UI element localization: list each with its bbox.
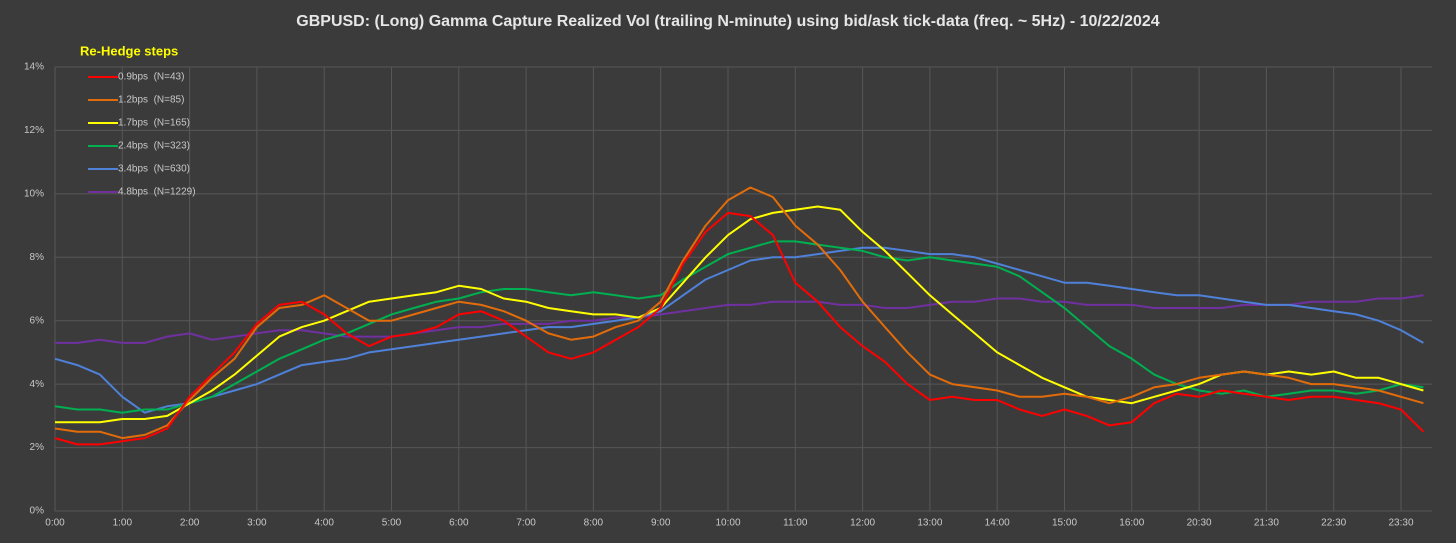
series-line bbox=[54, 186, 1424, 440]
lines bbox=[54, 186, 1425, 446]
grid: 0% 2% 4% 6% 8% 10% 12% 14% 0:00 1:00 2:00 3:00 4:00 5… bbox=[24, 62, 1432, 529]
x-tick-label: 3:00 bbox=[247, 518, 267, 529]
x-tick-label: 7:00 bbox=[516, 518, 536, 529]
y-tick-label: 12% bbox=[24, 125, 44, 136]
series-line bbox=[55, 294, 1424, 344]
x-tick-label: 12:00 bbox=[850, 518, 875, 529]
x-tick-label: 13:00 bbox=[917, 518, 942, 529]
legend: Re-Hedge steps 0.9bps (N=43) 1.2bps (N=85… bbox=[80, 43, 196, 197]
y-tick-label: 6% bbox=[30, 315, 45, 326]
x-tick-label: 8:00 bbox=[584, 518, 604, 529]
x-tick-label: 5:00 bbox=[382, 518, 402, 529]
legend-label: 3.4bps (N=630) bbox=[118, 164, 190, 175]
x-tick-label: 20:30 bbox=[1187, 518, 1212, 529]
x-tick-label: 22:30 bbox=[1321, 518, 1346, 529]
x-tick-label: 1:00 bbox=[113, 518, 133, 529]
x-tick-label: 21:30 bbox=[1254, 518, 1279, 529]
y-tick-label: 14% bbox=[24, 62, 44, 73]
y-tick-label: 0% bbox=[30, 506, 45, 517]
legend-label: 0.9bps (N=43) bbox=[118, 72, 184, 83]
series-line bbox=[54, 240, 1424, 414]
x-tick-label: 16:00 bbox=[1119, 518, 1144, 529]
x-tick-label: 4:00 bbox=[314, 518, 334, 529]
y-tick-label: 10% bbox=[24, 188, 44, 199]
legend-label: 2.4bps (N=323) bbox=[118, 141, 190, 152]
y-tick-label: 4% bbox=[30, 379, 45, 390]
y-tick-label: 8% bbox=[30, 252, 45, 263]
x-tick-label: 11:00 bbox=[783, 518, 808, 529]
x-tick-label: 10:00 bbox=[715, 518, 740, 529]
x-tick-label: 23:30 bbox=[1388, 518, 1413, 529]
x-tick-label: 9:00 bbox=[651, 518, 671, 529]
x-tick-label: 15:00 bbox=[1052, 518, 1077, 529]
x-tick-label: 14:00 bbox=[985, 518, 1010, 529]
x-tick-label: 0:00 bbox=[45, 518, 65, 529]
legend-title: Re-Hedge steps bbox=[80, 43, 178, 58]
chart-title: GBPUSD: (Long) Gamma Capture Realized Vo… bbox=[296, 13, 1160, 30]
legend-label: 1.7bps (N=165) bbox=[118, 118, 190, 129]
y-tick-label: 2% bbox=[30, 442, 45, 453]
legend-label: 4.8bps (N=1229) bbox=[118, 187, 196, 198]
series-line bbox=[54, 211, 1425, 446]
legend-label: 1.2bps (N=85) bbox=[118, 95, 184, 106]
x-tick-label: 2:00 bbox=[180, 518, 200, 529]
series-line bbox=[54, 246, 1424, 414]
series-line bbox=[55, 205, 1424, 424]
x-tick-label: 6:00 bbox=[449, 518, 469, 529]
